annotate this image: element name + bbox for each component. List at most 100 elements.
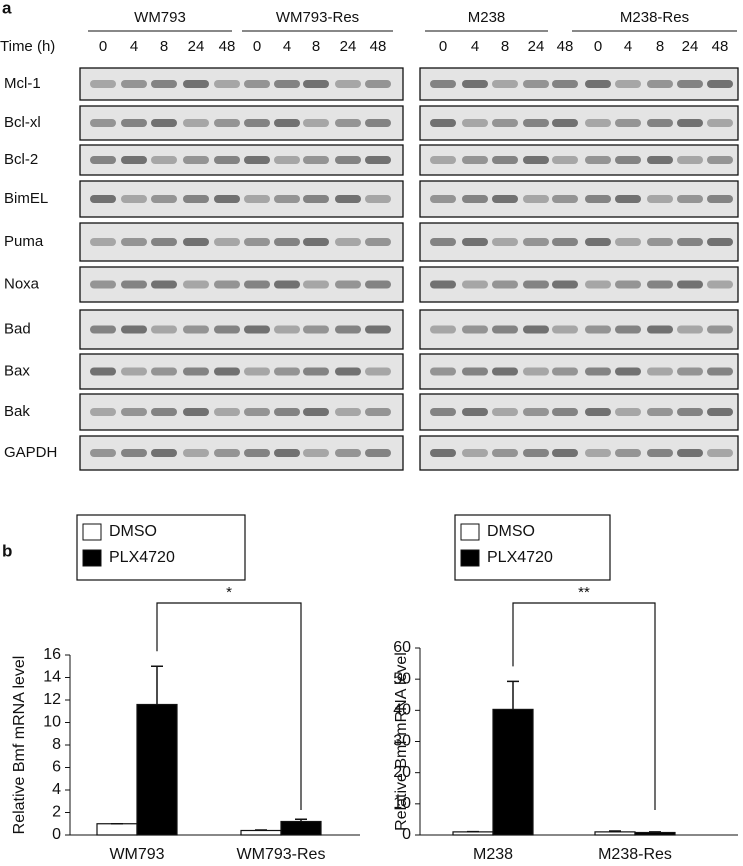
band <box>90 408 116 416</box>
time-label: 24 <box>188 38 205 55</box>
band <box>274 238 300 246</box>
time-label: 8 <box>656 38 664 55</box>
time-label: 48 <box>219 38 236 55</box>
band <box>707 325 733 334</box>
error-bar <box>151 665 163 705</box>
band <box>585 195 611 203</box>
band <box>303 325 329 334</box>
blot-box <box>79 222 404 262</box>
band <box>244 280 270 289</box>
band <box>552 119 578 127</box>
band <box>615 119 641 127</box>
protein-label: BimEL <box>4 190 48 207</box>
x-tick-label: WM793 <box>109 846 164 863</box>
error-bar <box>507 680 519 710</box>
x-tick-label: WM793-Res <box>237 846 326 863</box>
bar <box>492 708 534 836</box>
band <box>462 325 488 334</box>
band <box>492 408 518 416</box>
band <box>430 367 456 376</box>
protein-label: Mcl-1 <box>4 75 41 92</box>
band <box>214 449 240 457</box>
band <box>274 408 300 416</box>
band <box>492 367 518 376</box>
band <box>214 408 240 416</box>
band <box>552 325 578 334</box>
legend-swatch <box>82 549 102 567</box>
time-label: 0 <box>99 38 107 55</box>
band <box>365 367 391 376</box>
band <box>585 156 611 164</box>
band <box>707 449 733 457</box>
band <box>462 449 488 457</box>
band <box>523 367 549 376</box>
band <box>274 325 300 334</box>
group-label: M238 <box>468 9 506 26</box>
band <box>492 449 518 457</box>
band <box>365 195 391 203</box>
group-label: M238-Res <box>620 9 689 26</box>
band <box>244 156 270 164</box>
band <box>183 238 209 246</box>
blot-box <box>79 393 404 431</box>
band <box>151 119 177 127</box>
y-tick-label: 14 <box>43 669 61 686</box>
error-bar <box>649 831 661 833</box>
band <box>615 449 641 457</box>
panel-label: b <box>2 541 12 560</box>
bar <box>452 831 494 836</box>
band <box>585 238 611 246</box>
band <box>677 195 703 203</box>
time-label: 8 <box>501 38 509 55</box>
band <box>121 408 147 416</box>
band <box>90 156 116 164</box>
band <box>677 238 703 246</box>
band <box>523 408 549 416</box>
band <box>121 280 147 289</box>
group-label: WM793-Res <box>276 9 359 26</box>
panel-label: a <box>2 0 12 17</box>
band <box>647 119 673 127</box>
protein-label: Noxa <box>4 275 40 292</box>
y-tick-label: 30 <box>393 733 411 750</box>
band <box>430 195 456 203</box>
band <box>707 80 733 88</box>
y-tick-label: 8 <box>52 736 61 753</box>
band <box>274 367 300 376</box>
band <box>492 280 518 289</box>
band <box>365 238 391 246</box>
band <box>335 367 361 376</box>
x-tick-label: M238 <box>473 846 513 863</box>
time-label: 4 <box>283 38 291 55</box>
time-label: 48 <box>370 38 387 55</box>
band <box>707 238 733 246</box>
band <box>90 119 116 127</box>
band <box>552 280 578 289</box>
legend-label: DMSO <box>109 523 157 540</box>
band <box>707 367 733 376</box>
time-label: 4 <box>624 38 632 55</box>
band <box>183 367 209 376</box>
band <box>430 119 456 127</box>
band <box>90 280 116 289</box>
band <box>615 238 641 246</box>
band <box>677 449 703 457</box>
band <box>183 408 209 416</box>
band <box>214 367 240 376</box>
band <box>244 408 270 416</box>
band <box>523 280 549 289</box>
band <box>647 156 673 164</box>
band <box>274 449 300 457</box>
band <box>585 280 611 289</box>
band <box>647 238 673 246</box>
error-bar <box>609 830 621 832</box>
band <box>365 449 391 457</box>
time-label: Time (h) <box>0 38 55 55</box>
band <box>462 119 488 127</box>
band <box>492 80 518 88</box>
bar <box>96 823 138 836</box>
band <box>365 119 391 127</box>
band <box>244 80 270 88</box>
band <box>365 408 391 416</box>
legend-swatch <box>460 523 480 541</box>
